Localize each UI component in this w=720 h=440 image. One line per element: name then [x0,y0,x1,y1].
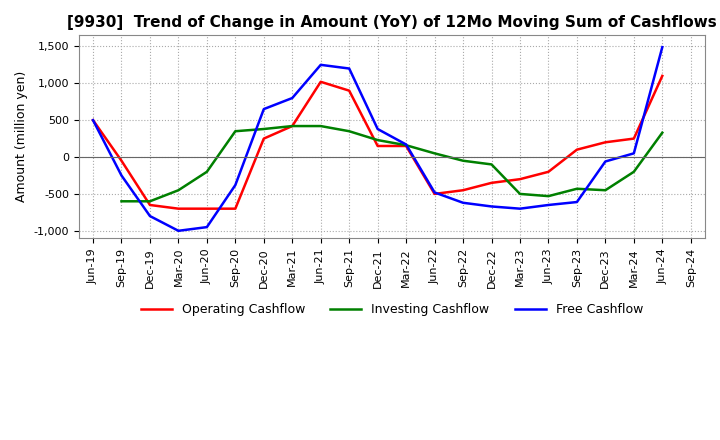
Free Cashflow [544,202,553,208]
Investing Cashflow [231,128,240,134]
Free Cashflow [231,183,240,188]
Free Cashflow [629,151,638,156]
Investing Cashflow [658,130,667,136]
Free Cashflow [89,117,97,123]
Line: Free Cashflow: Free Cashflow [93,47,662,231]
Free Cashflow [516,206,524,211]
Free Cashflow [572,199,581,205]
Investing Cashflow [431,151,439,156]
Operating Cashflow [601,139,610,145]
Operating Cashflow [316,79,325,84]
Operating Cashflow [202,206,211,211]
Operating Cashflow [174,206,183,211]
Investing Cashflow [459,158,467,163]
Free Cashflow [658,44,667,50]
Free Cashflow [374,126,382,132]
Investing Cashflow [516,191,524,197]
Investing Cashflow [288,124,297,129]
Free Cashflow [288,95,297,101]
Operating Cashflow [231,206,240,211]
Operating Cashflow [145,202,154,208]
Investing Cashflow [202,169,211,174]
Operating Cashflow [259,136,268,141]
Free Cashflow [202,224,211,230]
Operating Cashflow [516,176,524,182]
Operating Cashflow [487,180,496,186]
Free Cashflow [117,173,126,178]
Free Cashflow [487,204,496,209]
Operating Cashflow [89,117,97,123]
Investing Cashflow [117,198,126,204]
Operating Cashflow [544,169,553,174]
Free Cashflow [402,142,410,147]
Operating Cashflow [374,143,382,149]
Line: Operating Cashflow: Operating Cashflow [93,76,662,209]
Free Cashflow [316,62,325,67]
Y-axis label: Amount (million yen): Amount (million yen) [15,71,28,202]
Title: [9930]  Trend of Change in Amount (YoY) of 12Mo Moving Sum of Cashflows: [9930] Trend of Change in Amount (YoY) o… [67,15,717,30]
Legend: Operating Cashflow, Investing Cashflow, Free Cashflow: Operating Cashflow, Investing Cashflow, … [135,298,648,321]
Free Cashflow [174,228,183,234]
Free Cashflow [345,66,354,71]
Investing Cashflow [601,187,610,193]
Investing Cashflow [402,143,410,148]
Free Cashflow [259,106,268,112]
Operating Cashflow [117,158,126,163]
Operating Cashflow [345,88,354,93]
Investing Cashflow [259,126,268,132]
Operating Cashflow [288,124,297,129]
Investing Cashflow [572,186,581,191]
Investing Cashflow [487,162,496,167]
Operating Cashflow [572,147,581,152]
Investing Cashflow [174,187,183,193]
Free Cashflow [459,200,467,205]
Investing Cashflow [544,194,553,199]
Investing Cashflow [629,169,638,174]
Investing Cashflow [374,137,382,143]
Operating Cashflow [431,191,439,197]
Operating Cashflow [658,73,667,79]
Operating Cashflow [629,136,638,141]
Operating Cashflow [459,187,467,193]
Investing Cashflow [345,128,354,134]
Investing Cashflow [316,124,325,129]
Free Cashflow [431,190,439,195]
Line: Investing Cashflow: Investing Cashflow [122,126,662,201]
Free Cashflow [145,213,154,219]
Operating Cashflow [402,143,410,149]
Free Cashflow [601,159,610,164]
Investing Cashflow [145,198,154,204]
